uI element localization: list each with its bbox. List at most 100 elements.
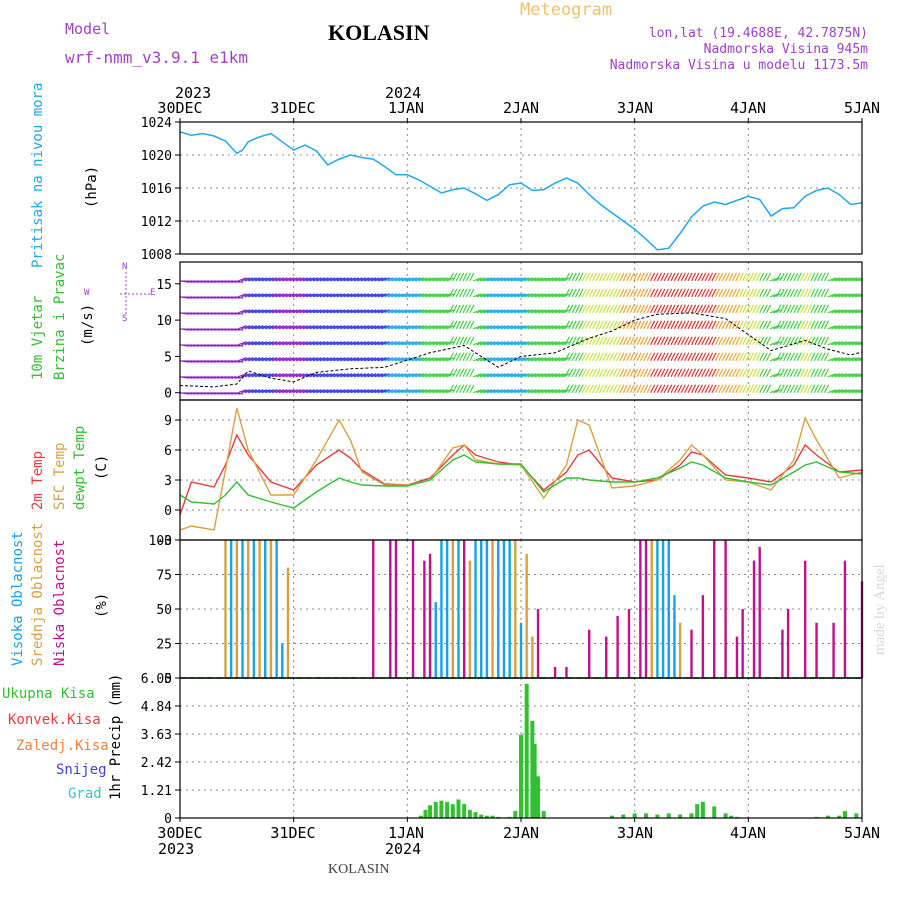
wind-barb <box>534 341 544 346</box>
tick-top-1: 31DEC <box>270 99 316 117</box>
tick-bottom-1: 31DEC <box>270 824 316 842</box>
wind-barb <box>333 389 343 394</box>
wind-barb <box>380 373 390 378</box>
wind-barb <box>408 293 418 298</box>
cloud-low-bar <box>701 595 705 678</box>
wind-barb <box>285 309 295 314</box>
wind-barb <box>738 320 744 330</box>
wind-barb <box>401 277 411 282</box>
wind-barb <box>237 373 247 378</box>
wind-barb <box>442 309 452 314</box>
wind-barb <box>473 341 482 346</box>
wind-barb <box>299 373 309 378</box>
wind-barb <box>755 336 761 346</box>
precip-bar <box>666 813 671 818</box>
wind-barb <box>629 320 635 330</box>
wind-barb <box>398 325 407 330</box>
wind-barb <box>721 384 727 394</box>
wind-barb <box>588 352 594 362</box>
wind-barb <box>697 320 703 330</box>
wind-barb <box>319 325 329 330</box>
wind-barb <box>667 272 673 282</box>
wind-barb <box>428 373 438 378</box>
wind-barb <box>752 384 758 394</box>
wind-barb <box>459 336 465 346</box>
wind-barb <box>299 357 309 362</box>
wind-barb <box>690 384 697 394</box>
wind-barb <box>783 288 789 298</box>
wind-barb <box>551 309 561 314</box>
panel-frame <box>179 261 863 401</box>
wind-barb <box>851 293 861 298</box>
wind-barb <box>755 384 761 394</box>
cloud-high-bar <box>480 540 483 678</box>
cloud-high-bar <box>474 540 477 678</box>
wind-barb <box>837 277 847 282</box>
wind-barb <box>615 304 622 314</box>
wind-barb <box>493 309 503 314</box>
wind-barb <box>340 373 349 378</box>
wind-barb <box>265 357 274 362</box>
wind-barb <box>759 320 765 330</box>
wind-barb <box>268 373 278 378</box>
wind-barb <box>748 352 755 362</box>
wind-barb <box>469 272 475 282</box>
wind-barb <box>748 368 755 378</box>
wind-barb <box>503 309 513 314</box>
wind-barb <box>646 384 652 394</box>
wind-barb <box>697 304 703 314</box>
wind-barb <box>438 341 448 346</box>
wind-barb <box>551 341 561 346</box>
wind-barb <box>309 341 319 346</box>
wind-barb <box>817 272 823 282</box>
wind-barb <box>244 389 254 394</box>
wind-barb <box>258 389 268 394</box>
wind-barb <box>377 309 387 314</box>
wind-barb <box>598 272 605 282</box>
cloud-high-bar <box>434 602 437 678</box>
wind-barb <box>524 325 534 330</box>
wind-barb <box>762 304 768 314</box>
wind-barb <box>360 325 370 330</box>
wind-barb <box>295 325 305 330</box>
wind-barb <box>398 293 407 298</box>
wind-barb <box>517 357 527 362</box>
wind-barb <box>326 309 336 314</box>
wind-barb <box>510 341 520 346</box>
wind-barb <box>602 352 608 362</box>
wind-barb <box>786 384 792 394</box>
wind-barb <box>581 272 587 282</box>
wind-barb <box>636 368 642 378</box>
wind-barb <box>677 336 683 346</box>
wind-barb <box>595 384 601 394</box>
wind-barb <box>415 373 424 378</box>
wind-barb <box>834 277 844 282</box>
wind-barb <box>408 373 418 378</box>
wind-barb <box>367 341 377 346</box>
precip-bar <box>632 813 637 818</box>
wind-barb <box>742 320 748 330</box>
wind-barb <box>258 341 268 346</box>
wind-barb <box>551 389 561 394</box>
wind-barb <box>343 357 353 362</box>
wind-barb <box>425 373 435 378</box>
wind-barb <box>558 293 568 298</box>
wind-barb <box>806 384 813 394</box>
wind-barb <box>319 373 329 378</box>
precip-bar <box>678 814 683 818</box>
wind-barb <box>670 352 676 362</box>
wind-barb <box>571 288 577 298</box>
wind-barb <box>554 389 564 394</box>
wind-barb <box>534 309 544 314</box>
wind-barb <box>595 288 601 298</box>
wind-barb <box>374 341 384 346</box>
wind-barb <box>415 357 424 362</box>
wind-barb <box>605 304 611 314</box>
wind-barb <box>329 277 339 282</box>
wind-barb <box>748 384 755 394</box>
wind-barb <box>786 352 792 362</box>
wind-barb <box>752 352 758 362</box>
wind-barb <box>513 325 523 330</box>
wind-barb <box>534 277 544 282</box>
precip-bar <box>689 813 694 818</box>
